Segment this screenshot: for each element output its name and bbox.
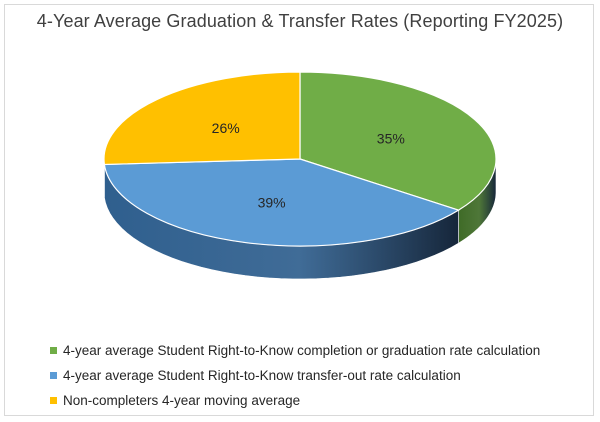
chart-title: 4-Year Average Graduation & Transfer Rat… [36,11,564,31]
legend-label-non-completers: Non-completers 4-year moving average [63,393,301,408]
data-label-transfer-out: 39% [258,194,286,210]
legend-label-graduation: 4-year average Student Right-to-Know com… [63,343,541,358]
pie-slice-graduation [299,71,497,211]
legend-swatch-transfer-out [50,372,57,379]
data-label-graduation: 35% [377,131,405,147]
legend-swatch-graduation [50,347,57,354]
pie-slice-non-completers [103,71,301,166]
legend-item-transfer-out: 4-year average Student Right-to-Know tra… [50,363,540,388]
legend-label-transfer-out: 4-year average Student Right-to-Know tra… [63,368,461,383]
legend-item-non-completers: Non-completers 4-year moving average [50,388,540,413]
legend-swatch-non-completers [50,397,57,404]
pie-slice-transfer-out [103,158,461,247]
data-label-non-completers: 26% [212,120,240,136]
legend: 4-year average Student Right-to-Know com… [50,338,540,413]
legend-item-graduation: 4-year average Student Right-to-Know com… [50,338,540,363]
